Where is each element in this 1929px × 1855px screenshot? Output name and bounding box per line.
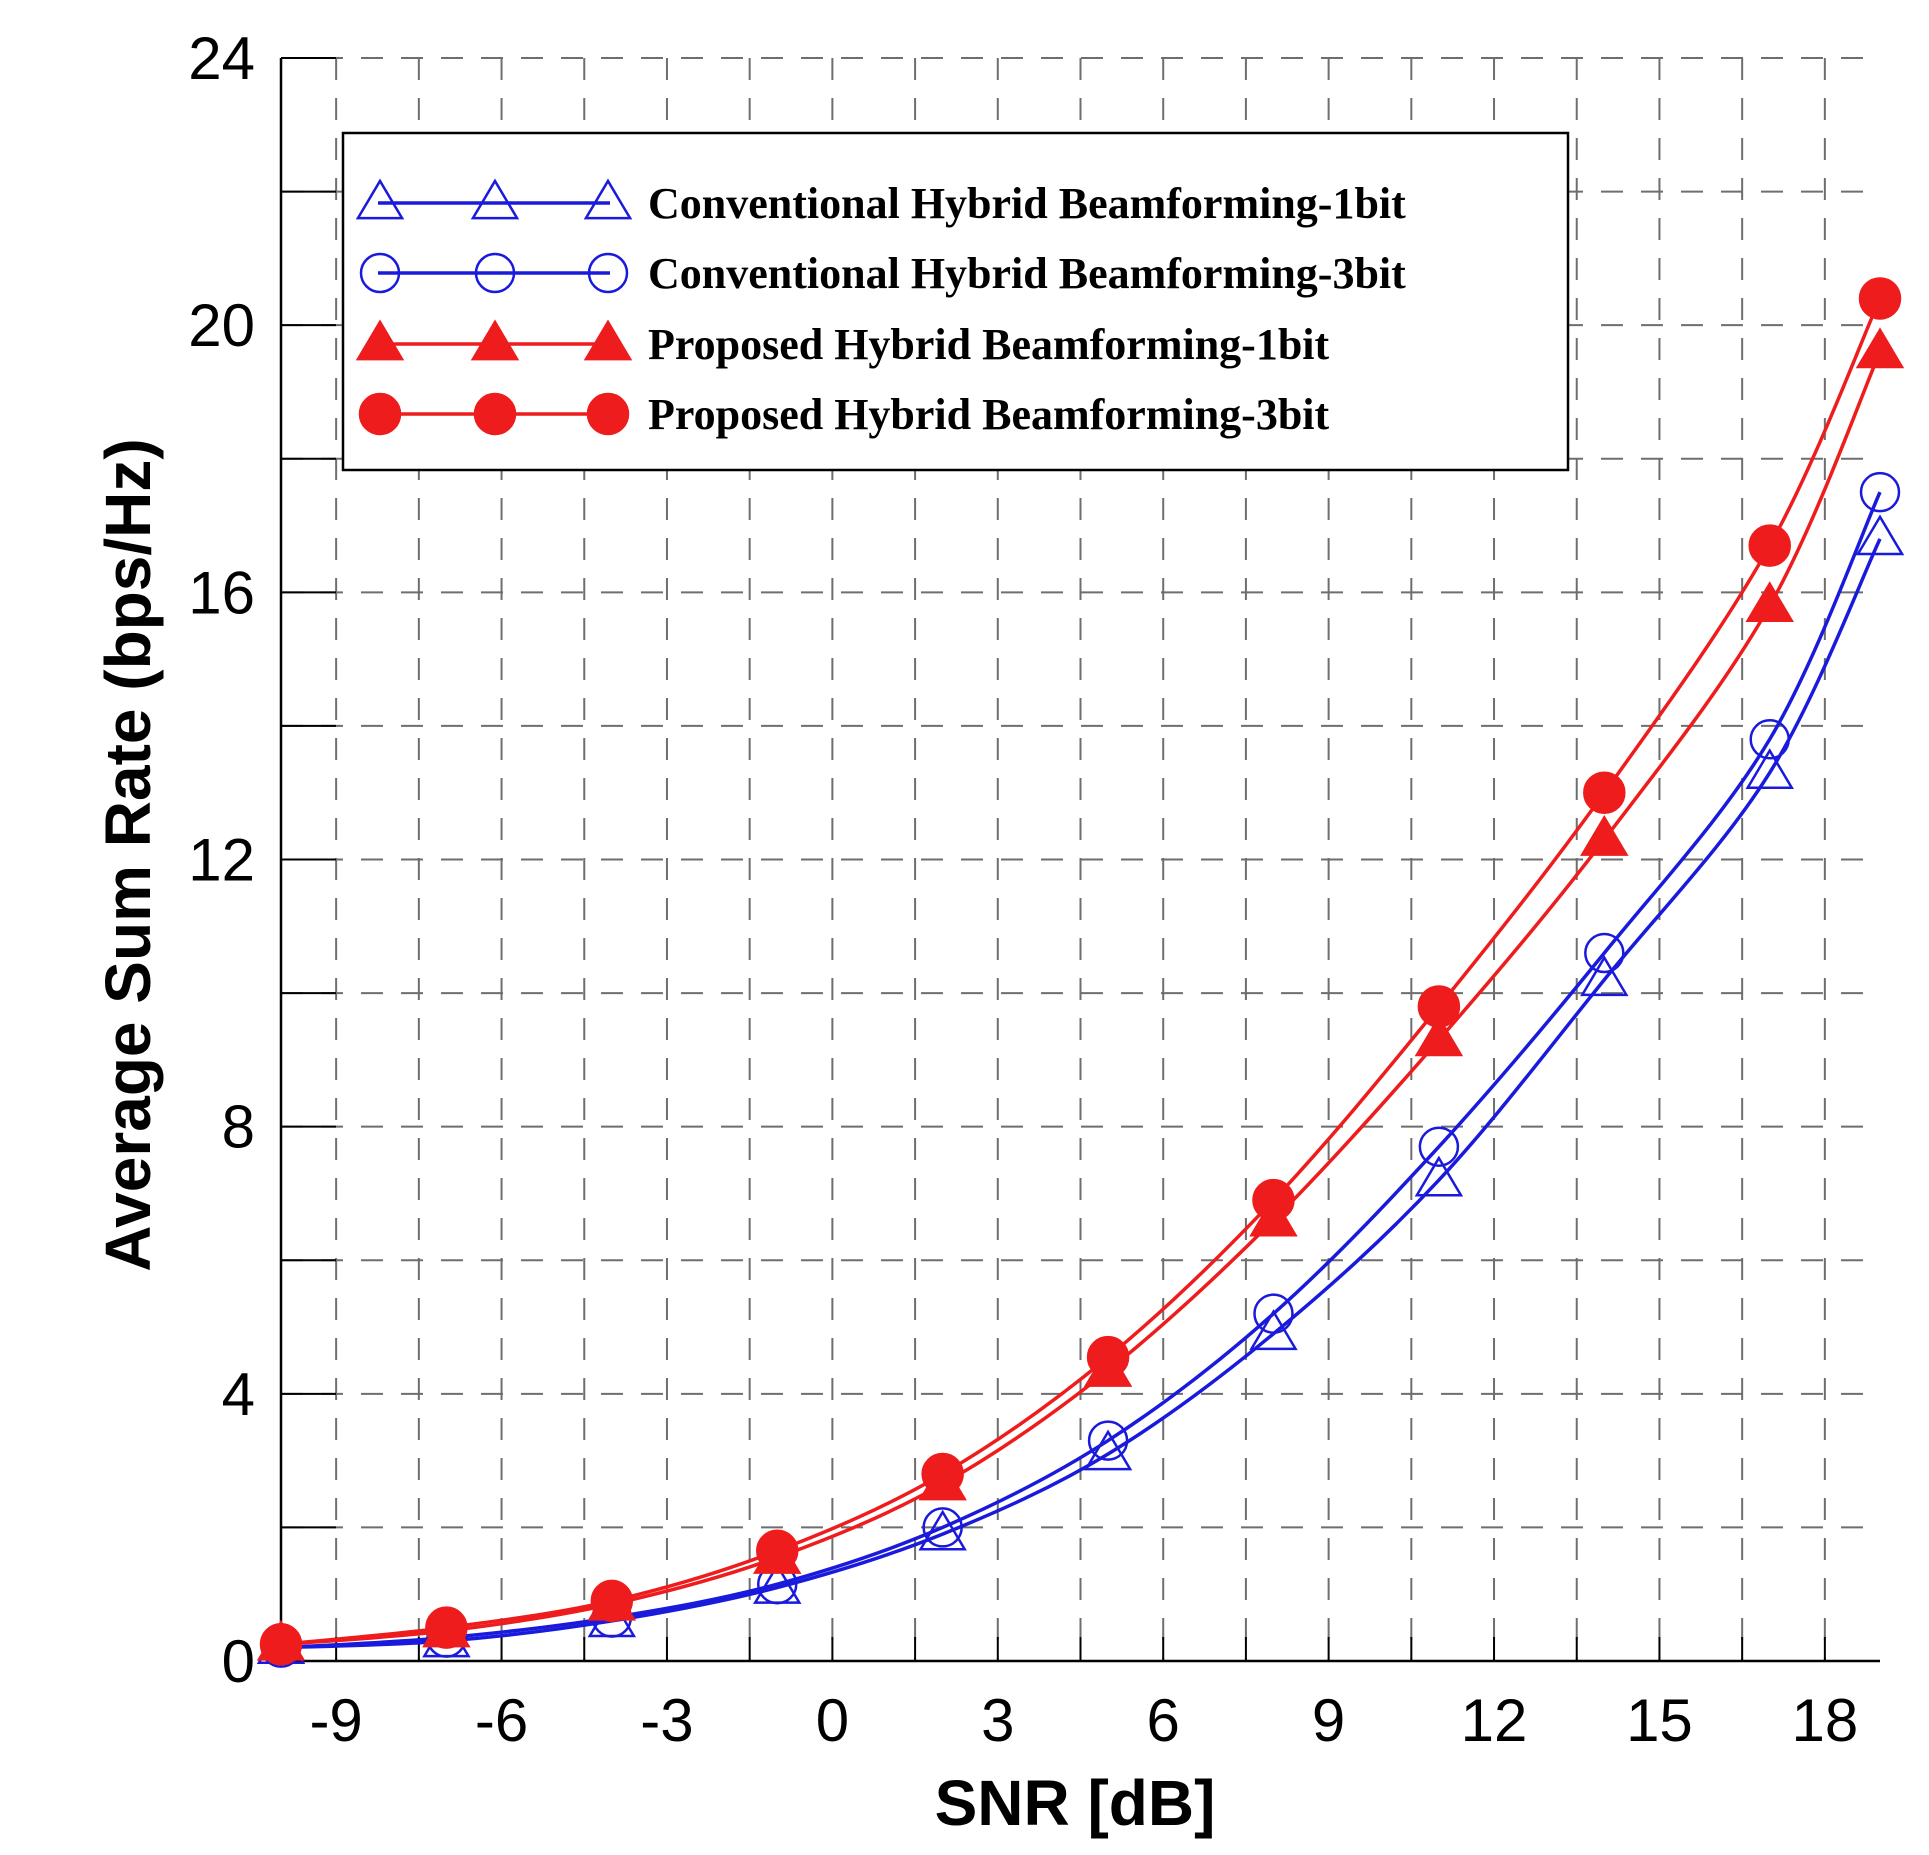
x-tick-label: 6	[1147, 1687, 1180, 1754]
data-point	[1253, 1293, 1294, 1334]
y-tick-label: 0	[222, 1628, 255, 1695]
series-4	[259, 277, 1902, 1666]
legend-marker	[474, 252, 516, 294]
series-line	[280, 538, 1882, 1650]
x-tick-label: -9	[309, 1687, 362, 1754]
data-point	[1087, 1420, 1129, 1461]
x-tick-label: 9	[1312, 1687, 1345, 1754]
y-tick-label: 8	[222, 1094, 255, 1161]
data-point	[1749, 719, 1790, 760]
legend-marker	[473, 392, 517, 436]
y-tick-label: 16	[188, 559, 255, 626]
grid	[281, 57, 1880, 1661]
legend-marker	[358, 392, 402, 436]
data-point	[1748, 524, 1791, 567]
legend-marker	[355, 319, 405, 361]
x-tick-label: -6	[475, 1687, 528, 1754]
legend-entry-1: Conventional Hybrid Beamforming-1bit	[355, 178, 1406, 228]
x-tick-label: 18	[1791, 1687, 1858, 1754]
legend-label: Conventional Hybrid Beamforming-1bit	[648, 179, 1406, 228]
legend: Conventional Hybrid Beamforming-1bit Conv…	[341, 131, 1570, 472]
legend-marker	[583, 178, 633, 220]
data-point	[1859, 471, 1901, 513]
y-axis-title: Average Sum Rate (bps/Hz)	[92, 438, 164, 1271]
series-layer	[256, 277, 1905, 1668]
axes: 0 4 8 12 16 20 24 -9 -6 -3 0 3 6 9 12 15 18	[188, 25, 1880, 1754]
legend-entry-3: Proposed Hybrid Beamforming-1bit	[355, 319, 1330, 369]
data-point	[1745, 748, 1794, 790]
legend-marker	[583, 319, 633, 361]
data-point	[921, 1452, 964, 1496]
data-point	[1858, 277, 1902, 320]
data-point	[1414, 1155, 1464, 1197]
data-point	[755, 1529, 799, 1573]
legend-marker	[359, 252, 401, 294]
y-tick-label: 24	[188, 25, 255, 92]
legend-label: Proposed Hybrid Beamforming-3bit	[648, 390, 1330, 439]
legend-entry-2: Conventional Hybrid Beamforming-3bit	[359, 249, 1406, 298]
x-axis-title: SNR [dB]	[935, 1767, 1216, 1839]
data-point	[1580, 814, 1629, 856]
x-tick-label: 12	[1461, 1687, 1528, 1754]
legend-marker	[355, 178, 405, 220]
legend-entry-4: Proposed Hybrid Beamforming-3bit	[358, 390, 1330, 439]
data-point	[1580, 955, 1629, 997]
data-point	[1855, 514, 1905, 556]
data-point	[1086, 1335, 1130, 1379]
data-point	[1417, 985, 1461, 1028]
legend-marker	[586, 392, 630, 436]
data-point	[1414, 1015, 1464, 1057]
data-point	[425, 1606, 468, 1649]
x-tick-label: 15	[1626, 1687, 1693, 1754]
y-tick-label: 20	[188, 292, 255, 359]
data-point	[1584, 932, 1625, 974]
data-point	[1249, 1309, 1298, 1351]
legend-marker	[470, 319, 520, 361]
legend-marker	[587, 252, 629, 294]
x-tick-label: 0	[816, 1687, 849, 1754]
data-point	[590, 1579, 634, 1623]
x-tick-label: 3	[981, 1687, 1014, 1754]
y-tick-label: 12	[188, 827, 255, 894]
data-point	[259, 1623, 303, 1666]
data-point	[1083, 1429, 1133, 1471]
x-tick-label: -3	[640, 1687, 693, 1754]
data-point	[1745, 581, 1794, 623]
series-1	[256, 514, 1905, 1665]
y-tick-label: 4	[222, 1361, 255, 1428]
data-point	[1418, 1126, 1460, 1167]
data-point	[1583, 771, 1626, 814]
data-point	[922, 1507, 963, 1548]
legend-label: Proposed Hybrid Beamforming-1bit	[648, 320, 1330, 369]
legend-marker	[470, 178, 520, 220]
data-point	[1855, 327, 1905, 369]
data-point	[1252, 1178, 1295, 1222]
legend-label: Conventional Hybrid Beamforming-3bit	[648, 249, 1406, 298]
